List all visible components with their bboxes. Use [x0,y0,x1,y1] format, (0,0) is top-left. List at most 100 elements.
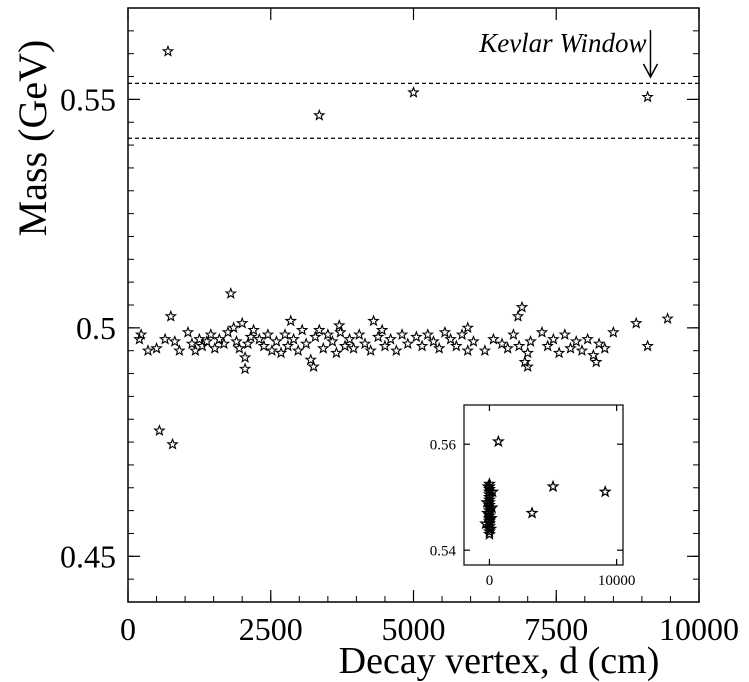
main-data-point [524,334,537,347]
main-data-point [241,337,255,350]
main-data-point [541,339,554,352]
inset-data-point [484,522,498,535]
main-data-point [326,334,339,347]
main-data-point [501,341,514,354]
inset-data-point [480,495,494,509]
main-data-point [168,334,182,347]
main-data-point [395,328,409,341]
main-data-point [230,334,243,347]
inset-data-point [491,434,505,448]
main-data-point [261,328,275,341]
main-data-point [317,341,330,354]
inset-data-point [485,500,499,514]
main-data-point [217,337,231,350]
inset-y-tick-label: 0.54 [430,543,457,559]
main-data-point [204,328,218,341]
main-data-point [438,325,452,338]
main-data-point [450,339,463,352]
main-data-point [410,330,423,343]
main-data-point [515,300,529,313]
main-data-point [295,323,309,336]
main-plot: 0 2500 5000 7500 10000 0.45 0.5 0.55 Kevlar Win… [10,7,739,682]
main-data-point [224,287,238,299]
main-data-point [375,323,389,336]
main-tick-labels: 0 2500 5000 7500 10000 0.45 0.5 0.55 [60,82,739,647]
main-data-point [309,330,322,343]
annotation-label: Kevlar Window [478,28,646,58]
main-data-point [378,339,392,352]
main-data-point [334,325,347,338]
main-data-point [270,334,283,347]
main-data-point [287,332,300,345]
main-data-point [547,332,560,345]
main-data-point [407,85,420,98]
main-data-point [321,328,335,341]
inset-data-point [479,516,493,530]
main-data-point [257,339,271,352]
annotation-group: Kevlar Window [478,28,659,79]
main-data-point [200,334,214,347]
main-data-point [495,337,509,350]
main-data-point [193,332,206,345]
main-data-point [253,332,266,345]
main-data-point [134,328,148,341]
main-data-point [641,339,654,352]
main-data-point [607,325,620,338]
main-data-point [384,332,397,345]
main-data-point [507,328,520,341]
main-data-point [415,339,429,352]
inset-data-point [546,479,560,493]
main-data-point [564,341,577,354]
main-data-point [581,332,594,345]
main-data-point [343,332,356,345]
main-data-point [455,328,469,341]
main-data-point [235,316,249,329]
main-data-point [427,334,440,347]
y-axis-label: Mass (GeV) [10,40,55,237]
main-data-point [371,330,385,343]
main-data-point [281,339,295,352]
main-data-point [598,341,612,354]
inset-data-point [481,506,495,519]
inset-data-points [479,434,612,540]
main-data-point [291,344,305,357]
main-data-point [313,108,326,121]
main-data-point [244,330,258,343]
inset-x-tick-label: 0 [486,573,494,589]
main-data-point [569,334,583,347]
main-data-point [307,360,320,373]
main-data-point [166,437,179,450]
main-x-tick-label: 10000 [659,611,739,647]
main-data-point [432,341,446,354]
main-data-point [274,346,288,359]
main-data-point [333,318,346,331]
main-data-point [347,341,360,354]
inset-data-point [481,479,495,493]
main-data-point [367,314,380,327]
main-data-point [284,314,297,327]
main-data-point [185,337,199,350]
main-data-point [227,321,240,334]
main-data-point [164,309,178,322]
inset-data-point [598,485,612,498]
inset-data-point [486,485,500,498]
main-data-point [233,341,246,354]
main-data-point [278,328,292,341]
main-x-tick-label: 5000 [382,611,446,647]
main-data-point [141,344,155,357]
main-data-point [304,353,317,366]
main-data-point [189,344,202,357]
main-data-point [575,344,589,357]
main-data-point [265,344,279,357]
main-data-point [213,332,226,345]
main-data-point [487,332,500,345]
inset-plot: 0 10000 0.54 0.56 [430,404,635,589]
main-data-point [238,350,252,363]
inset-y-tick-label: 0.56 [430,437,457,453]
main-data-point [518,355,532,368]
main-data-points [133,44,674,450]
main-data-point [511,309,525,322]
main-x-tick-label: 2500 [239,611,303,647]
main-data-point [629,316,643,329]
